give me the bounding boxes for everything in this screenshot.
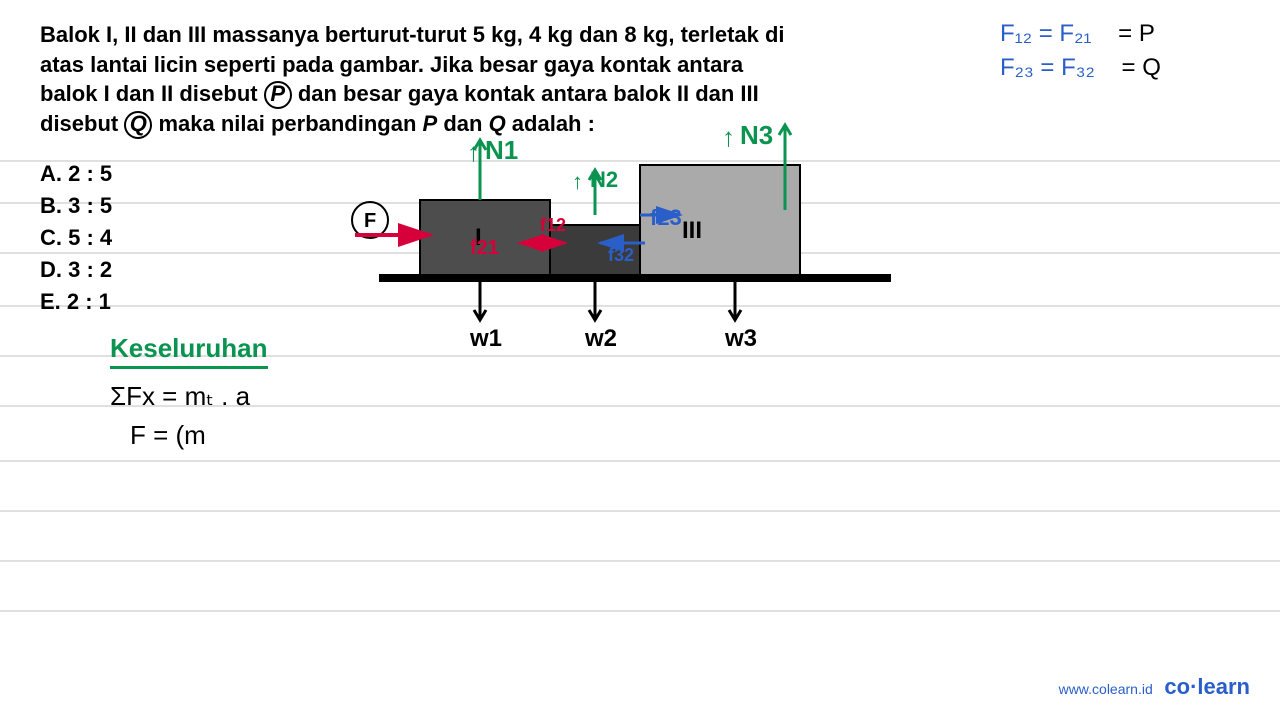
question-line4a: disebut: [40, 111, 124, 136]
annot-f21: f21: [470, 237, 499, 260]
question-line4f: adalah :: [506, 111, 595, 136]
choice-b: B. 3 : 5: [40, 190, 112, 222]
annot-f12: f12: [540, 215, 566, 236]
ruled-line: [0, 460, 1280, 462]
svg-text:III: III: [682, 217, 702, 244]
annot-w1: w1: [470, 325, 502, 353]
note-f23-eq-f32: F₂₃ = F₃₂: [1000, 54, 1095, 81]
footer-brand: co·learn: [1164, 674, 1250, 699]
side-notes: F₁₂ = F₂₁ = P F₂₃ = F₃₂ = Q: [1000, 20, 1260, 82]
annot-w2: w2: [585, 325, 617, 353]
note-eq-p: = P: [1118, 20, 1155, 47]
svg-text:F: F: [364, 210, 376, 232]
choice-d: D. 3 : 2: [40, 254, 112, 286]
ruled-line: [0, 560, 1280, 562]
question-line3a: balok I dan II disebut: [40, 81, 264, 106]
handwritten-working: Keseluruhan ΣFx = mₜ . a F = (m: [110, 333, 268, 451]
var-q: Q: [489, 111, 506, 136]
annot-N1: N1: [485, 135, 518, 166]
footer-url: www.colearn.id: [1059, 681, 1153, 697]
arrow-N1: ↑: [467, 137, 480, 168]
physics-diagram: IIIIF N1N2N3f12f21f23f32w1w2w3↑↑↑: [350, 145, 910, 345]
question-line1: Balok I, II dan III massanya berturut-tu…: [40, 22, 785, 47]
circled-p: P: [264, 81, 292, 109]
note-eq-q: = Q: [1122, 54, 1161, 81]
arrow-N2: ↑: [572, 169, 583, 195]
working-line1: ΣFx = mₜ . a: [110, 381, 268, 412]
choice-c: C. 5 : 4: [40, 222, 112, 254]
answer-choices: A. 2 : 5 B. 3 : 5 C. 5 : 4 D. 3 : 2 E. 2…: [40, 158, 112, 317]
annot-N2: N2: [590, 167, 618, 193]
working-line2: F = (m: [130, 420, 268, 451]
var-p: P: [423, 111, 438, 136]
ruled-line: [0, 510, 1280, 512]
choice-a: A. 2 : 5: [40, 158, 112, 190]
ruled-line: [0, 610, 1280, 612]
choice-e: E. 2 : 1: [40, 286, 112, 318]
footer: www.colearn.id co·learn: [1059, 674, 1250, 700]
question-line4d: dan: [437, 111, 488, 136]
annot-N3: N3: [740, 120, 773, 151]
arrow-N3: ↑: [722, 122, 735, 153]
question-line4b: maka nilai perbandingan: [152, 111, 422, 136]
annot-f23: f23: [650, 205, 682, 231]
annot-w3: w3: [725, 325, 757, 353]
annot-f32: f32: [608, 245, 634, 266]
note-f12-eq-f21: F₁₂ = F₂₁: [1000, 20, 1092, 47]
question-line2: atas lantai licin seperti pada gambar. J…: [40, 52, 743, 77]
circled-q: Q: [124, 111, 152, 139]
question-text: Balok I, II dan III massanya berturut-tu…: [40, 20, 980, 139]
working-title: Keseluruhan: [110, 333, 268, 369]
question-line3b: dan besar gaya kontak antara balok II da…: [292, 81, 759, 106]
